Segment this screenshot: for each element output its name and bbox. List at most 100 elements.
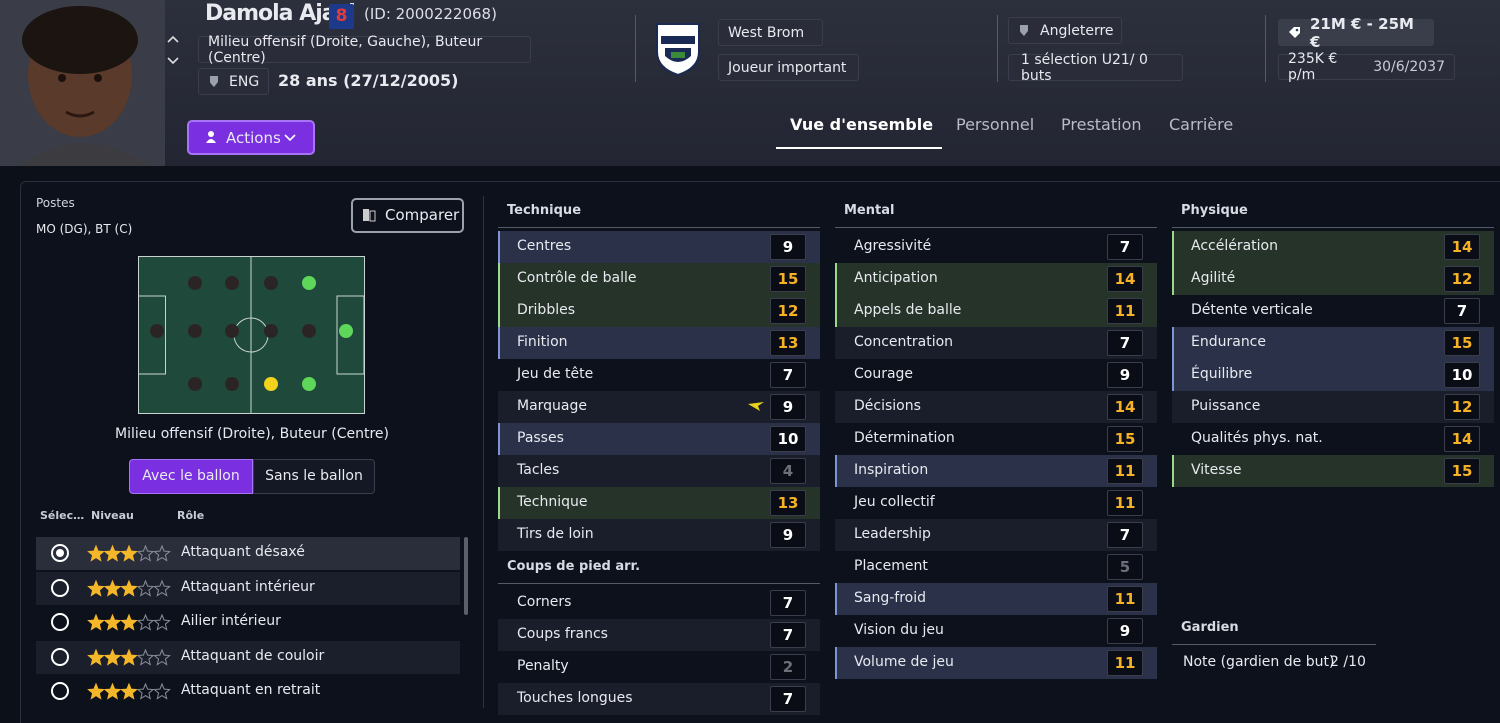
attribute-value: 10 (1444, 362, 1480, 388)
attribute-row (835, 359, 1157, 391)
attribute-value: 14 (1107, 394, 1143, 420)
star (87, 544, 105, 562)
role-name: Attaquant en retrait (181, 682, 321, 698)
attribute-row (835, 615, 1157, 647)
attribute-row (835, 487, 1157, 519)
attribute-value: 12 (770, 298, 806, 324)
star (120, 544, 138, 562)
star (120, 579, 138, 597)
gk-value: 2 /10 (1330, 654, 1366, 670)
compare-button[interactable]: Comparer (351, 198, 464, 233)
attribute-value: 4 (770, 458, 806, 484)
attribute-name: Appels de balle (854, 302, 962, 318)
attribute-value: 10 (770, 426, 806, 452)
star (153, 648, 171, 666)
attribute-name: Technique (517, 494, 588, 510)
nav-arrows[interactable] (165, 30, 181, 70)
divider (635, 15, 636, 82)
attribute-row (498, 295, 820, 327)
attribute-name: Agilité (1191, 270, 1236, 286)
toggle-with-ball[interactable]: Avec le ballon (129, 459, 253, 494)
actions-button[interactable]: Actions (187, 120, 315, 155)
radio (51, 613, 69, 631)
group-title: Technique (507, 203, 582, 218)
flag-icon (210, 76, 218, 87)
attribute-row (498, 651, 820, 683)
positions: Milieu offensif (Droite, Gauche), Buteur… (198, 34, 531, 66)
attribute-name: Sang-froid (854, 590, 926, 606)
attribute-row (835, 295, 1157, 327)
attribute-name: Coups francs (517, 626, 608, 642)
attribute-name: Contrôle de balle (517, 270, 637, 286)
wage: 235K € p/m (1288, 51, 1338, 83)
attribute-row (498, 263, 820, 295)
attribute-value: 7 (770, 622, 806, 648)
attribute-name: Qualités phys. nat. (1191, 430, 1323, 446)
attribute-value: 14 (1444, 234, 1480, 260)
attribute-row (498, 327, 820, 359)
attribute-value: 15 (770, 266, 806, 292)
radio (51, 647, 69, 666)
attribute-name: Détermination (854, 430, 955, 446)
attribute-row (498, 455, 820, 487)
club[interactable]: West Brom (718, 19, 823, 46)
tag-icon (1289, 27, 1300, 38)
attribute-row (498, 487, 820, 519)
attribute-row (835, 583, 1157, 615)
tab-underline (776, 147, 942, 149)
attribute-value: 7 (1107, 330, 1143, 356)
attribute-value: 2 (770, 654, 806, 680)
scrollbar (464, 537, 468, 615)
role-icons (51, 647, 171, 666)
tab[interactable]: Prestation (1061, 115, 1142, 134)
value: 21M € - 25M € (1278, 15, 1434, 51)
attribute-value: 15 (1444, 330, 1480, 356)
contract-end: 30/6/2037 (1373, 59, 1445, 75)
attribute-row (835, 327, 1157, 359)
group-title: Coups de pied arr. (507, 559, 641, 574)
toggle-without-ball[interactable]: Sans le ballon (253, 459, 375, 494)
attribute-name: Endurance (1191, 334, 1266, 350)
attribute-value: 13 (770, 490, 806, 516)
star (136, 682, 155, 700)
attribute-name: Décisions (854, 398, 921, 414)
attribute-value: 15 (1444, 458, 1480, 484)
attribute-value: 13 (770, 330, 806, 356)
attribute-name: Passes (517, 430, 564, 446)
attribute-value: 7 (770, 590, 806, 616)
attribute-row (1172, 391, 1494, 423)
group-underline (835, 227, 1157, 228)
attribute-name: Centres (517, 238, 572, 254)
tab[interactable]: Carrière (1169, 115, 1234, 134)
attribute-name: Puissance (1191, 398, 1261, 414)
star (153, 579, 171, 597)
role-name: Ailier intérieur (181, 613, 281, 629)
attribute-row (1172, 455, 1494, 487)
attribute-row (835, 519, 1157, 551)
group-title: Physique (1181, 203, 1248, 218)
attribute-row (835, 391, 1157, 423)
star (87, 648, 105, 666)
attribute-name: Penalty (517, 658, 569, 674)
status: Joueur important (718, 54, 859, 81)
tab[interactable]: Vue d'ensemble (790, 115, 934, 134)
club-crest (656, 23, 700, 76)
attribute-value: 9 (770, 234, 806, 260)
contract: 235K € p/m 30/6/2037 (1278, 51, 1455, 83)
star (103, 579, 122, 597)
group-underline (1172, 644, 1376, 645)
attribute-row (1172, 423, 1494, 455)
attribute-name: Tirs de loin (517, 526, 594, 542)
attribute-name: Touches longues (517, 690, 633, 706)
star (136, 544, 155, 562)
attribute-name: Finition (517, 334, 568, 350)
group-underline (498, 227, 820, 228)
attribute-name: Accélération (1191, 238, 1278, 254)
positions-title: Postes (36, 196, 75, 210)
star (87, 682, 105, 700)
role-icons (51, 613, 171, 631)
attribute-value: 7 (770, 362, 806, 388)
tab[interactable]: Personnel (956, 115, 1035, 134)
attribute-row (1172, 231, 1494, 263)
